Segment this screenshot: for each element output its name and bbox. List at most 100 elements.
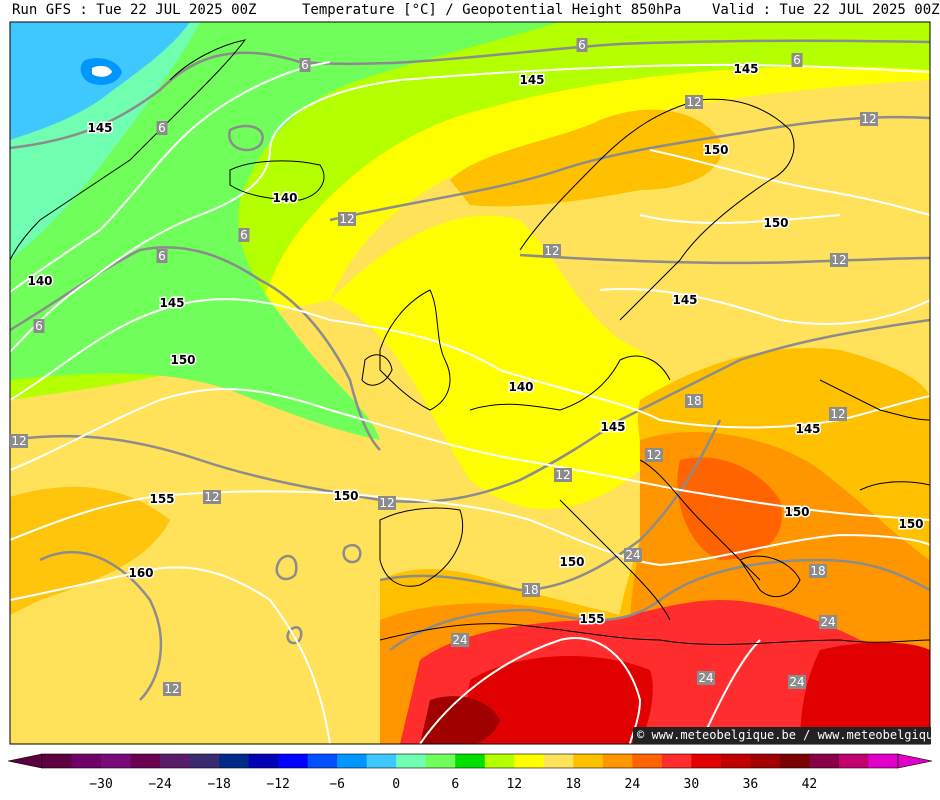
height-label: 140 [272,191,297,205]
colorbar-swatch [101,754,132,768]
colorbar-min-arrow [7,753,43,769]
temperature-label: 6 [240,228,248,242]
colorbar-tick-label: 6 [451,777,460,792]
colorbar-frame [41,753,899,769]
colorbar-tick-label: −30 [89,777,113,792]
temperature-label-box [697,671,715,685]
height-label: 160 [128,566,153,580]
temperature-label-box [163,682,181,696]
temperature-label: 24 [789,675,804,689]
height-label: 150 [784,505,809,519]
colorbar-swatch [809,754,840,768]
colorbar-swatch [219,754,250,768]
temperature-colorbar [7,753,933,769]
colorbar-swatch [543,754,574,768]
colorbar-max-arrow [897,753,933,769]
temperature-label: 18 [810,564,825,578]
height-label: 145 [672,293,697,307]
temperature-label-box [788,675,806,689]
temperature-label-box [819,615,837,629]
temperature-label-box [830,253,848,267]
colorbar-swatch [278,754,309,768]
colorbar-swatch [455,754,486,768]
height-label: 150 [170,353,195,367]
height-label: 140 [27,274,52,288]
temperature-labels: 6 6 6 6 6 6 6 12 12 12 12 12 12 12 12 12 12 12 18 18 18 24 24 2… [10,38,878,696]
colorbar-swatch [691,754,722,768]
colorbar-swatch [868,754,899,768]
height-label: 145 [159,296,184,310]
temperature-label-box [829,407,847,421]
temperature-label: 12 [830,407,845,421]
height-label: 145 [600,420,625,434]
temperature-field [10,22,930,744]
colorbar-swatch [750,754,781,768]
colorbar-swatch [396,754,427,768]
temperature-label: 12 [686,95,701,109]
temperature-label-box [238,228,250,242]
height-label: 145 [87,121,112,135]
temperature-label: 6 [578,38,586,52]
colorbar-swatch [514,754,545,768]
colorbar-swatch [307,754,338,768]
colorbar-tick-label: −18 [207,777,231,792]
colorbar-tick-label: 18 [565,777,582,792]
temperature-label: 6 [301,58,309,72]
temperature-label: 12 [339,212,354,226]
colorbar-tick-label: −12 [266,777,290,792]
temperature-label-box [203,490,221,504]
colorbar-swatch [573,754,604,768]
height-label: 150 [703,143,728,157]
height-label: 150 [898,517,923,531]
temperature-label: 24 [625,548,640,562]
colorbar-swatch [366,754,397,768]
map-frame [9,21,931,745]
temperature-label-box [299,58,311,72]
temperature-label: 24 [452,633,467,647]
colorbar-swatch [720,754,751,768]
colorbar-swatch [838,754,869,768]
colorbar-tick-label: 24 [624,777,641,792]
height-label: 145 [795,422,820,436]
height-label: 150 [333,489,358,503]
colorbar-swatch [160,754,191,768]
temperature-label-box [338,212,356,226]
colorbar-swatch [71,754,102,768]
colorbar-swatch [189,754,220,768]
temperature-label-box [685,394,703,408]
colorbar-tick-label: 36 [742,777,759,792]
temperature-label-box [809,564,827,578]
temperature-label: 12 [164,682,179,696]
temperature-label: 18 [686,394,701,408]
temperature-label-box [624,548,642,562]
credit-label: © www.meteobelgique.be / www.meteobelgiq… [633,727,940,744]
temperature-label: 12 [11,434,26,448]
temperature-label-box [554,468,572,482]
colorbar-tick-label: −6 [329,777,345,792]
temperature-label: 12 [555,468,570,482]
temperature-label-box [451,633,469,647]
height-label: 140 [508,380,533,394]
colorbar-swatch [602,754,633,768]
temperature-label: 12 [831,253,846,267]
temperature-label: 12 [861,112,876,126]
map-title: Temperature [°C] / Geopotential Height 8… [302,2,682,18]
colorbar-swatch [248,754,279,768]
temperature-label: 6 [35,319,43,333]
temperature-label: 12 [379,496,394,510]
temperature-label-box [378,496,396,510]
temperature-label-box [543,244,561,258]
temperature-label: 12 [204,490,219,504]
height-label: 150 [559,555,584,569]
temperature-label-box [860,112,878,126]
temperature-label-box [791,53,803,67]
valid-label: Valid : Tue 22 JUL 2025 00Z [712,2,940,18]
temperature-label: 24 [820,615,835,629]
colorbar-swatch [632,754,663,768]
temperature-label: 12 [544,244,559,258]
temperature-label-box [33,319,45,333]
colorbar-swatch [661,754,692,768]
temperature-label-box [10,434,28,448]
height-contours [10,61,930,744]
